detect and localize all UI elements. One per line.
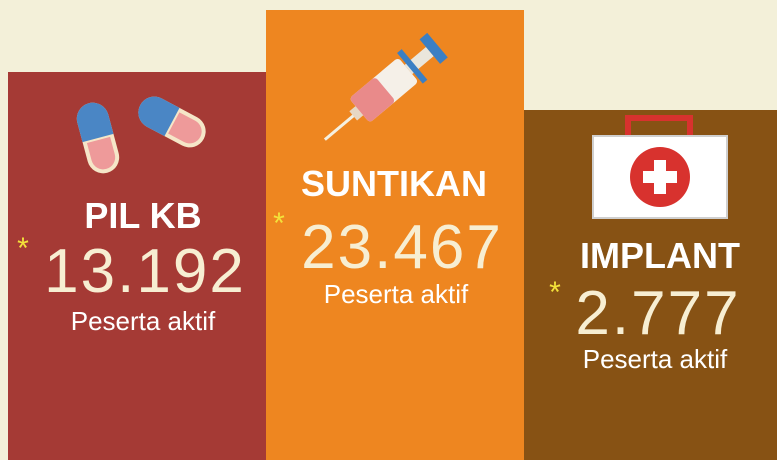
note-marker: *	[549, 276, 561, 309]
panel-label: IMPLANT	[580, 235, 740, 276]
panel-pil: PIL KB * 13.192 Peserta aktif	[8, 72, 266, 460]
panel-suntikan: SUNTIKAN * 23.467 Peserta aktif	[266, 10, 524, 460]
syringe-icon	[323, 32, 448, 141]
note-marker: *	[17, 232, 29, 265]
panel-value: 23.467	[301, 213, 503, 282]
note-marker: *	[273, 207, 285, 240]
panel-label: PIL KB	[84, 195, 201, 236]
panel-implant: IMPLANT * 2.777 Peserta aktif	[524, 110, 777, 460]
panel-label: SUNTIKAN	[301, 163, 487, 204]
panel-value: 13.192	[44, 237, 246, 306]
medkit-icon	[592, 115, 728, 219]
panel-value: 2.777	[575, 279, 740, 348]
panel-caption: Peserta aktif	[583, 344, 728, 374]
pill-icon	[76, 102, 120, 174]
panel-caption: Peserta aktif	[71, 306, 216, 336]
panel-caption: Peserta aktif	[324, 279, 469, 309]
panel-bg	[8, 72, 266, 460]
pill-icon	[138, 96, 206, 148]
